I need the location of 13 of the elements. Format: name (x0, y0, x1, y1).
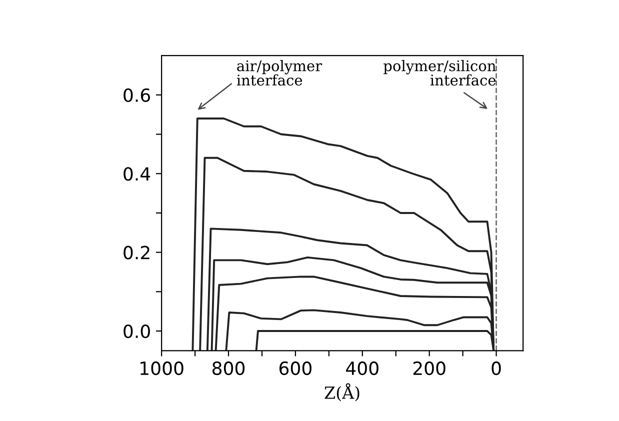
x-tick-label: 1000 (140, 361, 184, 376)
x-tick-label: 400 (346, 361, 378, 376)
x-tick-label: 0 (492, 361, 501, 376)
x-tick-label: 600 (279, 361, 312, 376)
x-axis-title: Z(Å) (324, 383, 360, 402)
y-tick-label: 0.6 (124, 88, 150, 102)
annotation: air/polymer interface (236, 60, 322, 86)
annotation: polymer/silicon interface (384, 60, 496, 86)
y-tick-label: 0.0 (124, 324, 150, 338)
x-tick-label: 200 (413, 361, 446, 376)
y-tick-label: 0.4 (124, 167, 150, 181)
y-tick-label: 0.2 (124, 246, 150, 260)
x-tick-label: 800 (212, 361, 245, 376)
